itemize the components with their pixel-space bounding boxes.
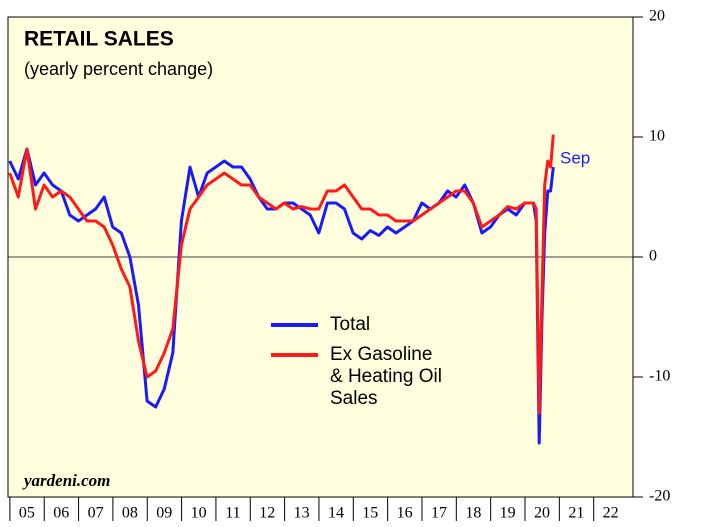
legend-line: & Heating Oil bbox=[330, 366, 442, 387]
x-tick-label: 21 bbox=[568, 505, 584, 522]
x-tick-label: 20 bbox=[534, 505, 550, 522]
x-tick-label: 22 bbox=[603, 505, 619, 522]
x-tick-label: 10 bbox=[191, 505, 207, 522]
x-tick-label: 14 bbox=[328, 505, 344, 522]
x-tick-label: 19 bbox=[500, 505, 516, 522]
x-tick-label: 13 bbox=[294, 505, 310, 522]
x-tick-label: 05 bbox=[19, 505, 35, 522]
y-tick-label: 20 bbox=[649, 8, 665, 25]
x-tick-label: 15 bbox=[362, 505, 378, 522]
y-tick-label: -10 bbox=[649, 368, 670, 385]
legend-label: Ex Gasoline & Heating Oil Sales bbox=[330, 344, 442, 409]
annotation: Sep bbox=[560, 148, 590, 167]
x-tick-label: 12 bbox=[259, 505, 275, 522]
chart-subtitle: (yearly percent change) bbox=[24, 59, 213, 79]
x-tick-label: 17 bbox=[431, 505, 447, 522]
x-tick-label: 09 bbox=[156, 505, 172, 522]
x-tick-label: 08 bbox=[122, 505, 138, 522]
x-tick-label: 18 bbox=[465, 505, 481, 522]
x-tick-label: 16 bbox=[397, 505, 413, 522]
source: yardeni.com bbox=[22, 471, 110, 490]
legend-line: Sales bbox=[330, 388, 378, 409]
x-tick-label: 07 bbox=[88, 505, 104, 522]
x-tick-label: 11 bbox=[225, 505, 240, 522]
x-tick-label: 06 bbox=[53, 505, 69, 522]
chart-title: RETAIL SALES bbox=[24, 28, 174, 51]
y-tick-label: -20 bbox=[649, 488, 670, 505]
y-tick-label: 10 bbox=[649, 128, 665, 145]
legend-label: Total bbox=[330, 314, 370, 335]
y-tick-label: 0 bbox=[649, 248, 657, 265]
series-line bbox=[8, 134, 555, 415]
legend-line: Ex Gasoline bbox=[330, 344, 432, 365]
series-line bbox=[8, 147, 555, 445]
